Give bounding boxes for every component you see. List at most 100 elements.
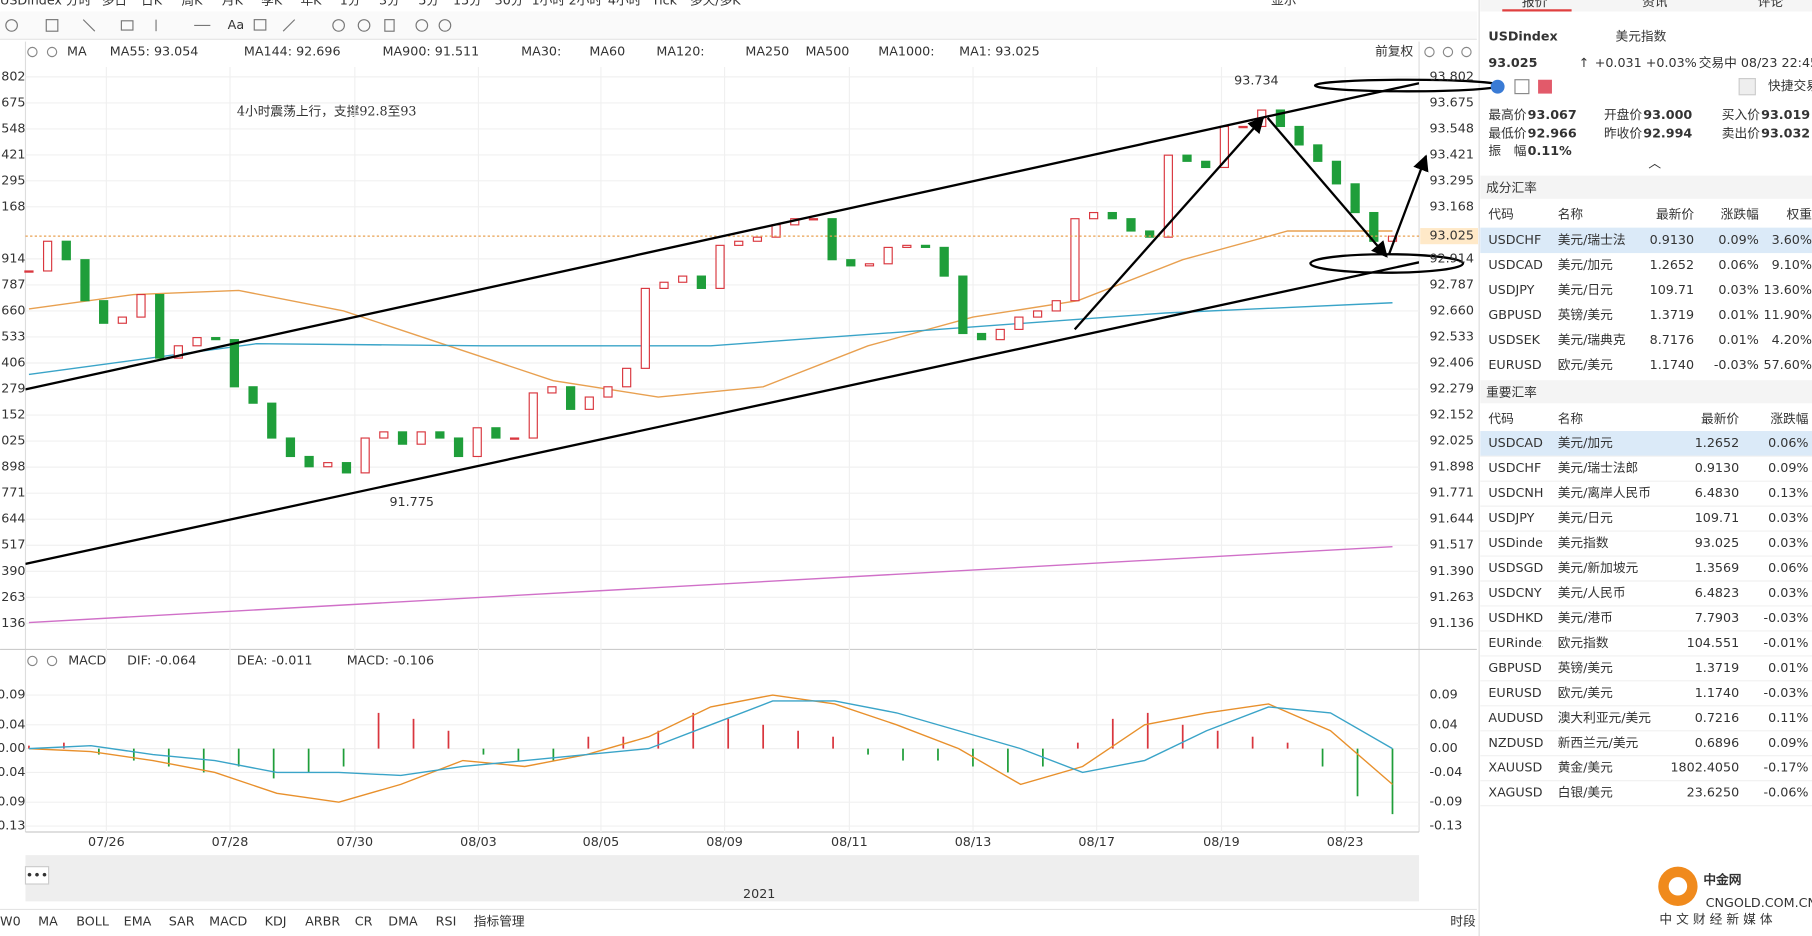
table-cell[interactable]: USDHKD [1488,610,1543,625]
period-tab[interactable]: 1分 [340,0,361,8]
period-tab[interactable]: 季K [261,0,283,8]
period-tab[interactable]: 多天/多K [690,0,741,8]
navigator[interactable] [25,855,1420,902]
table-cell: 6.4830 [1695,485,1739,500]
table-cell: 黄金/美元 [1558,760,1613,775]
column-header: 权重 [1787,206,1812,221]
watermark: 中金网 CNGOLD.COM.CN 中 文 财 经 新 媒 体 [1658,866,1812,926]
column-header: 名称 [1558,411,1584,426]
tab[interactable]: 报价 [1522,0,1548,9]
indicator-tab[interactable]: W0 [0,914,21,929]
indicator-tab[interactable]: CR [355,914,373,929]
channel-top [25,82,1420,391]
section-header [1480,380,1812,404]
candle [1089,211,1099,220]
indicator-tab[interactable]: ARBR [305,914,340,929]
table-cell[interactable]: USDCHF [1488,232,1541,247]
period-tab[interactable]: 年K [300,0,322,8]
y-tick-label-left: 92.152 [0,407,25,422]
period-tab[interactable]: 4小时 [608,0,642,8]
table-cell: 1.2652 [1650,257,1694,272]
table-cell[interactable]: AUDUSD [1488,710,1543,725]
table-cell[interactable]: EURindex [1488,635,1549,650]
candle [285,437,296,458]
candle [640,287,650,369]
indicator-tab[interactable]: SAR [169,914,195,929]
y-tick-label-left: 92.787 [0,276,25,291]
table-cell[interactable]: EURUSD [1488,685,1542,700]
table-cell: 6.4823 [1695,585,1739,600]
table-cell[interactable]: EURUSD [1488,357,1542,372]
indicator-tab[interactable]: EMA [124,914,152,929]
period-tab[interactable]: 15分 [453,0,482,8]
indicator-tab[interactable]: MA [38,914,58,929]
arrow [1387,154,1429,255]
font-tool[interactable]: Aa [228,17,244,32]
indicator-tab[interactable]: MACD [209,914,247,929]
y-tick-label-left: 92.914 [0,250,25,265]
indicator-tab[interactable]: BOLL [76,914,110,929]
period-tab[interactable]: Tick [651,0,678,8]
adjust-toggle[interactable]: 前复权 [1375,44,1413,59]
table-cell[interactable]: USDSEK [1488,332,1540,347]
period-tab[interactable]: 2小时 [569,0,603,8]
candle [1163,154,1173,238]
indicator-tab[interactable]: RSI [436,914,457,929]
table-cell[interactable]: USDCAD [1488,257,1543,272]
navigator-handle[interactable] [24,866,50,885]
table-cell[interactable]: GBPUSD [1488,307,1542,322]
quick-trade[interactable]: 快捷交易 [1768,78,1812,93]
period-tab[interactable]: 多日 [102,0,127,8]
table-cell: 3.60% [1772,232,1812,247]
period-tab[interactable]: 周K [181,0,203,8]
period-tab[interactable]: 1小时 [532,0,566,8]
table-cell[interactable]: USDCNY [1488,585,1542,600]
tab[interactable]: 评论 [1758,0,1784,9]
candle [472,427,482,458]
period-tab[interactable]: 月K [222,0,244,8]
table-cell[interactable]: USDJPY [1488,282,1534,297]
table-cell[interactable]: USDJPY [1488,510,1534,525]
tab[interactable]: 资讯 [1642,0,1668,9]
table-cell[interactable]: XAUUSD [1488,760,1542,775]
period-tab[interactable]: 30分 [495,0,524,8]
period-tab[interactable]: 3分 [379,0,400,8]
y-tick-label: 91.263 [1429,589,1473,604]
table-cell: 0.7216 [1695,710,1739,725]
y-tick-label: 0.00 [1429,740,1457,755]
y-tick-label: 93.295 [1429,172,1473,187]
candle [958,275,968,335]
x-tick-label: 07/28 [212,834,249,849]
table-cell[interactable]: USDCAD [1488,435,1543,450]
candle [304,455,314,468]
table-cell[interactable]: NZDUSD [1488,735,1543,750]
indicator-tab[interactable]: KDJ [265,914,287,929]
y-tick-label: 91.644 [1429,511,1473,526]
y-tick-label: 91.898 [1429,459,1473,474]
table-cell[interactable]: XAGUSD [1488,785,1542,800]
period-tab[interactable]: 5分 [418,0,439,8]
y-tick-label-left: 93.675 [0,94,25,109]
table-cell[interactable]: USDCHF [1488,460,1541,475]
table-cell[interactable]: USDindex [1488,535,1550,550]
candle [360,437,370,474]
y-tick-label-left: 91.517 [0,537,25,552]
candle [136,293,146,318]
period-tab[interactable]: USDindex [0,0,62,8]
indicator-tab[interactable]: 指标管理 [474,914,525,929]
collapse[interactable]: ︿ [1648,156,1661,171]
period-tab[interactable]: 分时 [66,0,92,8]
indicator-tab[interactable]: DMA [388,914,418,929]
section-header [1480,175,1812,199]
table-cell: 1.3719 [1695,660,1739,675]
table-cell[interactable]: USDSGD [1488,560,1543,575]
table-cell: 美元/离岸人民币 [1558,485,1651,500]
period-tab[interactable]: 日K [141,0,163,8]
period-button[interactable]: 时段 [1450,914,1476,929]
toolbar-option[interactable]: 显示 [1271,0,1296,8]
y-tick-label: 0.04 [1429,716,1457,731]
candle [491,427,501,439]
table-cell[interactable]: GBPUSD [1488,660,1542,675]
table-cell[interactable]: USDCNH [1488,485,1543,500]
ellipse [1309,253,1465,274]
